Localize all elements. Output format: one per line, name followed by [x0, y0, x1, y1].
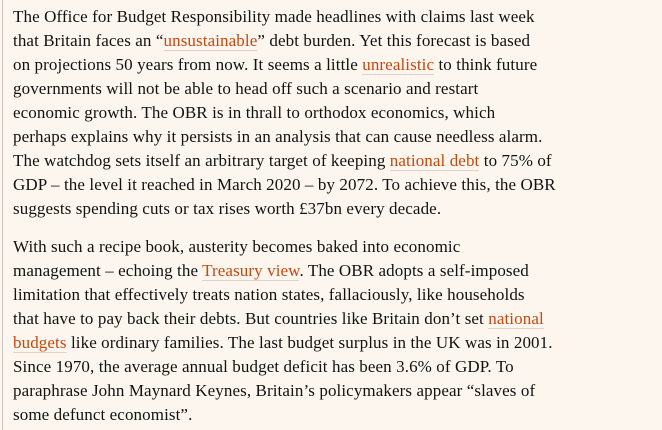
- link-budgets[interactable]: budgets: [13, 333, 67, 353]
- text-run: With such a recipe book, austerity becom…: [13, 237, 461, 256]
- text-line: The Office for Budget Responsibility mad…: [13, 5, 656, 29]
- article-body: The Office for Budget Responsibility mad…: [13, 5, 656, 430]
- text-run: ” debt burden. Yet this forecast is base…: [257, 31, 531, 50]
- text-run: GDP – the level it reached in March 2020…: [13, 175, 556, 194]
- text-run: that have to pay back their debts. But c…: [13, 309, 489, 328]
- text-run: The watchdog sets itself an arbitrary ta…: [13, 151, 390, 170]
- text-run: some defunct economist”.: [13, 405, 193, 424]
- text-line: management – echoing the Treasury view. …: [13, 259, 656, 283]
- link-unrealistic[interactable]: unrealistic: [362, 55, 435, 75]
- text-run: economic growth. The OBR is in thrall to…: [13, 103, 496, 122]
- text-run: to 75% of: [479, 151, 552, 170]
- text-run: like ordinary families. The last budget …: [66, 333, 553, 352]
- text-line: perhaps explains why it persists in an a…: [13, 125, 656, 149]
- text-line: With such a recipe book, austerity becom…: [13, 235, 656, 259]
- paragraph: With such a recipe book, austerity becom…: [13, 235, 656, 427]
- text-line: budgets like ordinary families. The last…: [13, 331, 656, 355]
- link-treasury-view[interactable]: Treasury view: [202, 261, 300, 281]
- text-line: Since 1970, the average annual budget de…: [13, 355, 656, 379]
- text-line: suggests spending cuts or tax rises wort…: [13, 197, 656, 221]
- text-line: GDP – the level it reached in March 2020…: [13, 173, 656, 197]
- text-run: to think future: [434, 55, 538, 74]
- text-line: economic growth. The OBR is in thrall to…: [13, 101, 656, 125]
- left-divider-rule: [2, 0, 3, 430]
- link-national-debt[interactable]: national debt: [389, 151, 480, 171]
- text-run: suggests spending cuts or tax rises wort…: [13, 199, 442, 218]
- text-line: governments will not be able to head off…: [13, 77, 656, 101]
- text-run: on projections 50 years from now. It see…: [13, 55, 363, 74]
- text-line: some defunct economist”.: [13, 403, 656, 427]
- text-line: on projections 50 years from now. It see…: [13, 53, 656, 77]
- link-national[interactable]: national: [488, 309, 544, 329]
- text-line: limitation that effectively treats natio…: [13, 283, 656, 307]
- text-run: paraphrase John Maynard Keynes, Britain’…: [13, 381, 536, 400]
- text-run: perhaps explains why it persists in an a…: [13, 127, 543, 146]
- text-run: that Britain faces an “: [13, 31, 164, 50]
- text-run: Since 1970, the average annual budget de…: [13, 357, 514, 376]
- text-line: that have to pay back their debts. But c…: [13, 307, 656, 331]
- link-unsustainable[interactable]: unsustainable: [163, 31, 258, 51]
- text-run: governments will not be able to head off…: [13, 79, 479, 98]
- text-run: The Office for Budget Responsibility mad…: [13, 7, 535, 26]
- text-run: . The OBR adopts a self-imposed: [299, 261, 529, 280]
- text-line: that Britain faces an “unsustainable” de…: [13, 29, 656, 53]
- text-run: management – echoing the: [13, 261, 203, 280]
- paragraph: The Office for Budget Responsibility mad…: [13, 5, 656, 221]
- text-run: limitation that effectively treats natio…: [13, 285, 525, 304]
- text-line: The watchdog sets itself an arbitrary ta…: [13, 149, 656, 173]
- text-line: paraphrase John Maynard Keynes, Britain’…: [13, 379, 656, 403]
